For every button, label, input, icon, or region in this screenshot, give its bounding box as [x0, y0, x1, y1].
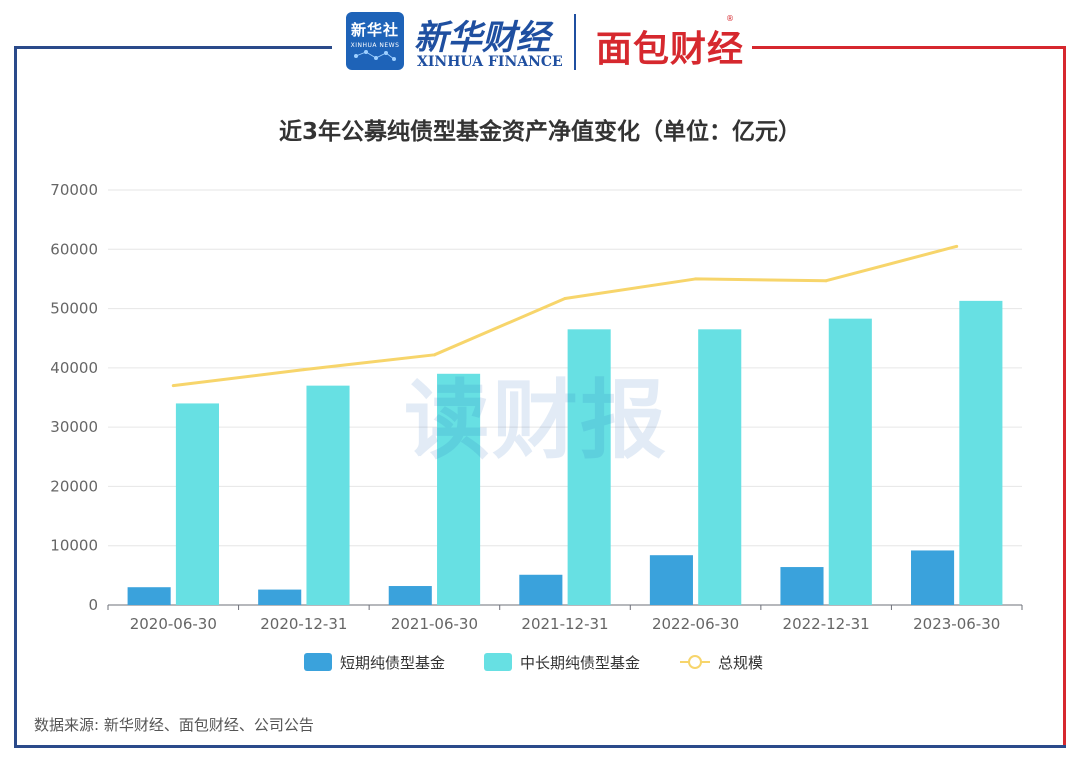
x-tick-label-0: 2020-06-30 — [130, 615, 217, 633]
bar-long-term-0 — [175, 403, 219, 605]
bar-short-term-0 — [127, 587, 171, 605]
legend-label-long-term: 中长期纯债型基金 — [520, 653, 641, 672]
bar-short-term-5 — [780, 567, 824, 605]
bar-long-term-5 — [828, 318, 872, 605]
x-tick-label-3: 2021-12-31 — [521, 615, 608, 633]
bar-long-term-3 — [567, 329, 611, 605]
y-tick-label-4: 40000 — [50, 359, 98, 377]
legend-swatch-long-term — [484, 653, 512, 671]
network-dots-icon — [354, 50, 396, 61]
xinhua-news-logo-subtext: XINHUA NEWS — [350, 42, 400, 49]
bar-short-term-6 — [911, 550, 955, 605]
xinhua-finance-logo-cn: 新华财经 — [414, 18, 550, 58]
y-tick-label-6: 60000 — [50, 240, 98, 258]
frame-bottom-line — [14, 745, 1066, 748]
bar-short-term-2 — [388, 586, 432, 605]
bar-short-term-1 — [258, 589, 302, 605]
legend-item-long-term[interactable]: 中长期纯债型基金 — [484, 648, 640, 676]
x-tick-label-5: 2022-12-31 — [783, 615, 870, 633]
point-total-5 — [824, 279, 828, 283]
source-note: 数据来源: 新华财经、面包财经、公司公告 — [34, 716, 314, 734]
legend-label-short-term: 短期纯债型基金 — [340, 653, 446, 672]
bar-long-term-4 — [698, 329, 742, 605]
frame-right-line — [1063, 46, 1066, 746]
logo-separator — [574, 14, 576, 70]
xinhua-news-logo: 新华社 XINHUA NEWS — [346, 12, 404, 70]
point-total-3 — [563, 296, 567, 300]
legend-label-total: 总规模 — [718, 653, 764, 672]
legend-item-total[interactable]: 总规模 — [680, 648, 763, 676]
point-total-4 — [694, 277, 698, 281]
frame-top-right-line — [752, 46, 1066, 49]
x-tick-label-6: 2023-06-30 — [913, 615, 1000, 633]
bar-long-term-2 — [437, 373, 481, 605]
y-tick-label-1: 10000 — [50, 537, 98, 555]
chart-title: 近3年公募纯债型基金资产净值变化（单位：亿元） — [278, 119, 801, 145]
bar-long-term-1 — [306, 385, 350, 605]
y-tick-label-7: 70000 — [50, 181, 98, 199]
xinhua-news-logo-text: 新华社 — [350, 21, 399, 39]
bar-short-term-3 — [519, 574, 563, 605]
y-tick-label-2: 20000 — [50, 477, 98, 495]
xinhua-finance-logo-en: XINHUA FINANCE — [417, 54, 563, 70]
bar-long-term-6 — [959, 300, 1003, 605]
point-total-2 — [432, 353, 436, 357]
chart-legend: 短期纯债型基金 中长期纯债型基金 总规模 — [0, 648, 1080, 676]
watermark: 读财报 — [404, 371, 668, 471]
y-tick-label-0: 0 — [88, 596, 98, 614]
x-tick-label-4: 2022-06-30 — [652, 615, 739, 633]
legend-item-short-term[interactable]: 短期纯债型基金 — [304, 648, 445, 676]
point-total-1 — [302, 368, 306, 372]
legend-swatch-total — [680, 653, 710, 671]
legend-swatch-short-term — [304, 653, 332, 671]
frame-left-line — [14, 46, 17, 746]
point-total-6 — [955, 244, 959, 248]
x-tick-label-1: 2020-12-31 — [260, 615, 347, 633]
bar-short-term-4 — [649, 555, 693, 605]
mianbao-finance-logo: 面包财经 — [596, 29, 745, 70]
y-tick-label-3: 30000 — [50, 418, 98, 436]
registered-mark: ® — [726, 14, 734, 23]
x-tick-label-2: 2021-06-30 — [391, 615, 478, 633]
point-total-0 — [171, 384, 175, 388]
y-tick-label-5: 50000 — [50, 300, 98, 318]
frame-top-left-line — [14, 46, 332, 49]
